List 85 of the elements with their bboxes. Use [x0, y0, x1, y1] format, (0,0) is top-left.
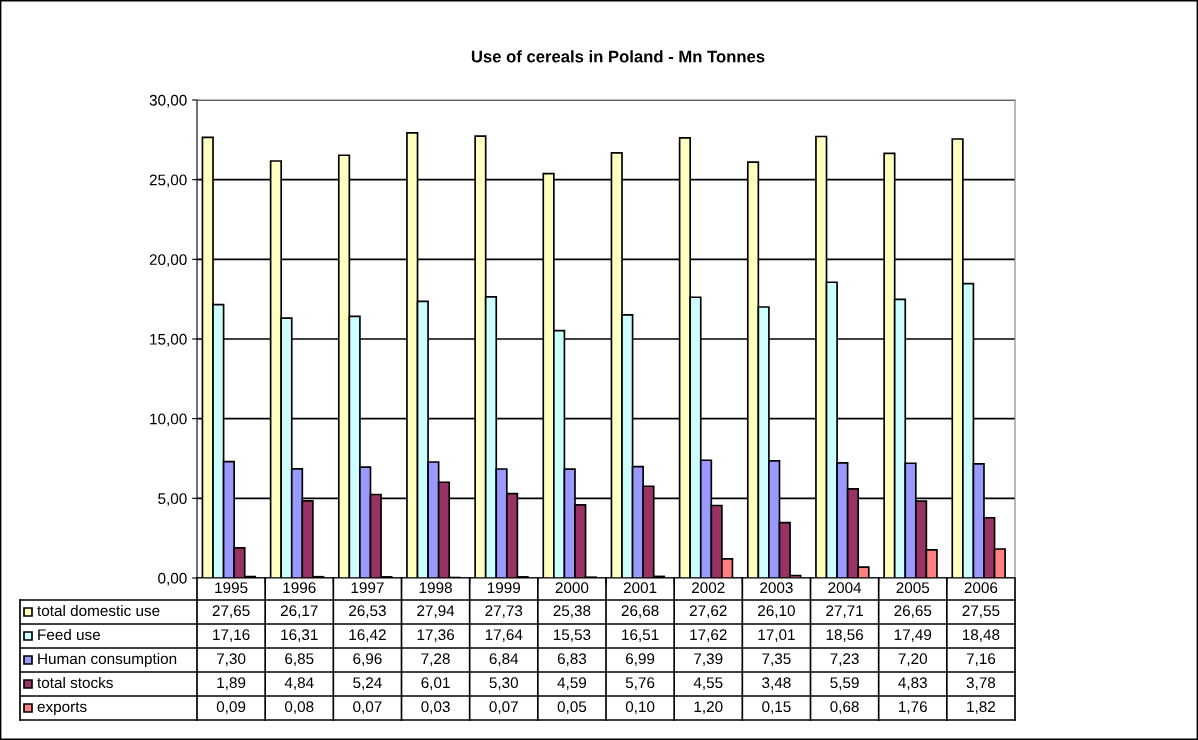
data-label: 26,53: [349, 605, 386, 618]
x-tick-label: 2001: [623, 582, 657, 594]
data-label: 17,64: [485, 629, 523, 642]
x-tick-label: 1997: [351, 582, 384, 594]
data-label: 4,59: [557, 677, 587, 690]
data-label: 6,84: [489, 653, 519, 666]
data-label: 0,08: [284, 701, 314, 714]
legend-label: total domestic use: [37, 604, 160, 617]
data-label: 7,39: [694, 653, 723, 666]
data-label: 3,48: [762, 677, 791, 690]
y-tick-label: 30,00: [149, 94, 187, 108]
y-tick-label: 10,00: [150, 413, 187, 427]
x-tick-label: 2005: [896, 582, 930, 594]
data-label: 16,42: [349, 629, 386, 642]
data-label: 17,01: [758, 629, 795, 642]
data-label: 18,48: [962, 629, 1000, 642]
data-label: 5,59: [830, 677, 859, 690]
legend-label: total stocks: [37, 676, 113, 689]
legend-label: Feed use: [38, 628, 101, 641]
y-tick-label: 20,00: [149, 254, 187, 267]
data-label: 6,83: [557, 653, 587, 666]
data-label: 27,73: [485, 605, 523, 618]
data-label: 1,82: [967, 701, 996, 714]
data-label: 6,85: [285, 653, 314, 666]
x-tick-label: 1998: [419, 582, 452, 594]
data-label: 6,96: [353, 653, 382, 666]
data-label: 1,89: [217, 677, 246, 690]
y-tick-label: 0,00: [158, 572, 187, 586]
data-label: 7,28: [421, 653, 450, 666]
data-label: 27,62: [689, 605, 727, 618]
data-label: 4,84: [284, 677, 314, 690]
data-label: 0,03: [421, 701, 450, 714]
data-label: 17,36: [417, 629, 455, 642]
data-label: 5,76: [625, 677, 655, 690]
data-label: 3,78: [966, 677, 996, 690]
legend-label: exports: [37, 702, 87, 716]
y-tick-label: 5,00: [158, 493, 187, 506]
x-tick-label: 1995: [215, 582, 248, 594]
x-tick-label: 1996: [283, 582, 316, 594]
data-label: 4,55: [693, 677, 723, 690]
data-label: 26,10: [758, 605, 795, 618]
data-label: 18,56: [826, 629, 864, 642]
y-tick-label: 25,00: [149, 174, 187, 188]
data-label: 16,31: [281, 629, 318, 642]
data-label: 0,07: [353, 701, 382, 714]
data-label: 26,68: [621, 605, 659, 618]
data-label: 27,65: [212, 605, 250, 618]
legend-label: Human consumption: [38, 652, 177, 668]
data-label: 7,23: [830, 653, 859, 666]
x-tick-label: 2002: [692, 582, 725, 594]
data-label: 27,71: [826, 605, 863, 618]
data-label: 0,07: [489, 701, 518, 714]
x-tick-label: 1999: [487, 582, 521, 594]
data-label: 27,55: [962, 605, 1000, 618]
data-label: 7,16: [966, 653, 996, 666]
data-label: 5,30: [489, 677, 519, 690]
data-label: 15,53: [553, 629, 591, 642]
data-label: 6,99: [625, 653, 655, 666]
data-label: 6,01: [421, 677, 450, 690]
x-tick-label: 2000: [555, 582, 589, 594]
data-label: 0,05: [557, 701, 587, 714]
y-tick-label: 15,00: [150, 333, 187, 347]
data-label: 1,20: [694, 701, 723, 714]
x-tick-label: 2004: [828, 582, 862, 594]
data-label: 17,62: [690, 629, 727, 642]
data-label: 27,94: [417, 605, 455, 618]
data-label: 4,83: [898, 677, 927, 690]
data-label: 5,24: [353, 677, 382, 690]
data-label: 7,20: [898, 653, 928, 666]
data-label: 0,10: [625, 701, 655, 714]
data-label: 1,76: [899, 701, 927, 714]
data-label: 16,51: [622, 629, 659, 642]
data-label: 7,35: [762, 653, 791, 666]
data-label: 0,68: [830, 701, 859, 714]
data-label: 7,30: [217, 653, 246, 666]
chart-title: Use of cereals in Poland - Mn Tonnes: [471, 50, 765, 63]
data-label: 26,17: [280, 605, 318, 618]
data-label: 17,16: [213, 629, 250, 642]
data-label: 0,15: [762, 701, 791, 714]
data-label: 25,38: [553, 605, 591, 618]
data-label: 0,09: [216, 701, 246, 714]
x-tick-label: 2006: [964, 582, 998, 594]
data-label: 17,49: [894, 629, 932, 642]
x-tick-label: 2003: [760, 582, 793, 594]
data-label: 26,65: [894, 605, 932, 618]
